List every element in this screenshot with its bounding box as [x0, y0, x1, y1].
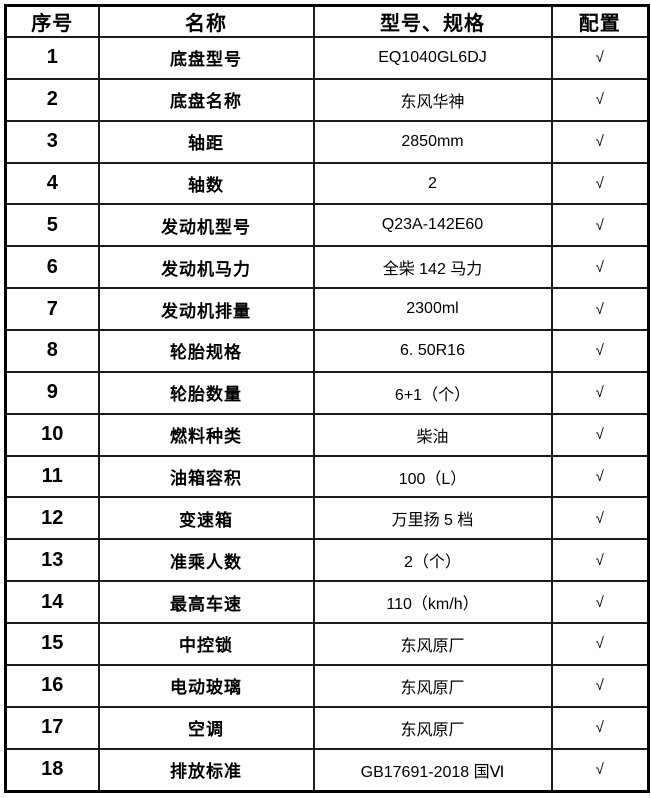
row-number: 14 — [4, 580, 100, 625]
item-name: 燃料种类 — [97, 412, 315, 457]
item-name: 底盘型号 — [97, 36, 315, 80]
row-number: 11 — [4, 454, 100, 499]
item-spec: EQ1040GL6DJ — [312, 36, 553, 80]
item-spec: 2 — [312, 161, 553, 206]
checkmark-icon: √ — [550, 161, 650, 206]
col-header-index: 序号 — [4, 4, 100, 38]
item-name: 准乘人数 — [97, 538, 315, 583]
item-name: 发动机排量 — [97, 287, 315, 332]
checkmark-icon: √ — [550, 77, 650, 122]
item-name: 电动玻璃 — [97, 663, 315, 708]
item-spec: 6+1（个） — [312, 370, 553, 415]
row-number: 4 — [4, 161, 100, 206]
col-header-spec: 型号、规格 — [312, 4, 553, 38]
checkmark-icon: √ — [550, 663, 650, 708]
checkmark-icon: √ — [550, 203, 650, 248]
item-spec: GB17691-2018 国Ⅵ — [312, 747, 553, 793]
checkmark-icon: √ — [550, 454, 650, 499]
checkmark-icon: √ — [550, 119, 650, 164]
col-header-name: 名称 — [97, 4, 315, 38]
item-name: 轴数 — [97, 161, 315, 206]
vehicle-spec-table: 序号 名称 型号、规格 配置 1 底盘型号 EQ1040GL6DJ √ 2 底盘… — [4, 4, 650, 793]
item-name: 轴距 — [97, 119, 315, 164]
item-spec: 6. 50R16 — [312, 329, 553, 373]
item-spec: 东风原厂 — [312, 622, 553, 666]
checkmark-icon: √ — [550, 287, 650, 332]
item-spec: 东风原厂 — [312, 705, 553, 750]
item-name: 底盘名称 — [97, 77, 315, 122]
row-number: 13 — [4, 538, 100, 583]
row-number: 12 — [4, 496, 100, 541]
item-spec: 2（个） — [312, 538, 553, 583]
item-name: 中控锁 — [97, 622, 315, 666]
row-number: 5 — [4, 203, 100, 248]
table-row: 17 空调 东风原厂 √ — [4, 705, 650, 750]
checkmark-icon: √ — [550, 538, 650, 583]
item-spec: 110（km/h） — [312, 580, 553, 625]
item-spec: 东风华神 — [312, 77, 553, 122]
item-spec: 东风原厂 — [312, 663, 553, 708]
col-header-config: 配置 — [550, 4, 650, 38]
row-number: 9 — [4, 370, 100, 415]
row-number: 6 — [4, 245, 100, 290]
row-number: 3 — [4, 119, 100, 164]
row-number: 15 — [4, 622, 100, 666]
table-row: 14 最高车速 110（km/h） √ — [4, 580, 650, 625]
checkmark-icon: √ — [550, 747, 650, 793]
row-number: 18 — [4, 747, 100, 793]
table-row: 2 底盘名称 东风华神 √ — [4, 77, 650, 122]
table-row: 18 排放标准 GB17691-2018 国Ⅵ √ — [4, 747, 650, 793]
item-name: 轮胎数量 — [97, 370, 315, 415]
table-row: 15 中控锁 东风原厂 √ — [4, 622, 650, 666]
table-row: 5 发动机型号 Q23A-142E60 √ — [4, 203, 650, 248]
item-name: 油箱容积 — [97, 454, 315, 499]
table-row: 10 燃料种类 柴油 √ — [4, 412, 650, 457]
item-name: 轮胎规格 — [97, 329, 315, 373]
table-row: 1 底盘型号 EQ1040GL6DJ √ — [4, 36, 650, 80]
checkmark-icon: √ — [550, 329, 650, 373]
table-row: 16 电动玻璃 东风原厂 √ — [4, 663, 650, 708]
table-row: 13 准乘人数 2（个） √ — [4, 538, 650, 583]
item-spec: Q23A-142E60 — [312, 203, 553, 248]
checkmark-icon: √ — [550, 705, 650, 750]
checkmark-icon: √ — [550, 496, 650, 541]
table-row: 6 发动机马力 全柴 142 马力 √ — [4, 245, 650, 290]
item-name: 发动机型号 — [97, 203, 315, 248]
row-number: 10 — [4, 412, 100, 457]
table-row: 11 油箱容积 100（L） √ — [4, 454, 650, 499]
item-name: 空调 — [97, 705, 315, 750]
checkmark-icon: √ — [550, 245, 650, 290]
row-number: 2 — [4, 77, 100, 122]
table-row: 4 轴数 2 √ — [4, 161, 650, 206]
table-row: 3 轴距 2850mm √ — [4, 119, 650, 164]
table-row: 9 轮胎数量 6+1（个） √ — [4, 370, 650, 415]
row-number: 16 — [4, 663, 100, 708]
row-number: 1 — [4, 36, 100, 80]
row-number: 7 — [4, 287, 100, 332]
item-spec: 2850mm — [312, 119, 553, 164]
checkmark-icon: √ — [550, 370, 650, 415]
item-spec: 2300ml — [312, 287, 553, 332]
item-name: 发动机马力 — [97, 245, 315, 290]
checkmark-icon: √ — [550, 412, 650, 457]
row-number: 17 — [4, 705, 100, 750]
row-number: 8 — [4, 329, 100, 373]
item-spec: 柴油 — [312, 412, 553, 457]
item-spec: 100（L） — [312, 454, 553, 499]
table-row: 12 变速箱 万里扬 5 档 √ — [4, 496, 650, 541]
item-name: 变速箱 — [97, 496, 315, 541]
table-row: 7 发动机排量 2300ml √ — [4, 287, 650, 332]
checkmark-icon: √ — [550, 622, 650, 666]
header-row: 序号 名称 型号、规格 配置 — [4, 4, 650, 38]
item-spec: 全柴 142 马力 — [312, 245, 553, 290]
table-body: 1 底盘型号 EQ1040GL6DJ √ 2 底盘名称 东风华神 √ 3 轴距 … — [4, 36, 650, 793]
table-row: 8 轮胎规格 6. 50R16 √ — [4, 329, 650, 373]
item-spec: 万里扬 5 档 — [312, 496, 553, 541]
table-header: 序号 名称 型号、规格 配置 — [4, 4, 650, 38]
item-name: 排放标准 — [97, 747, 315, 793]
checkmark-icon: √ — [550, 580, 650, 625]
checkmark-icon: √ — [550, 36, 650, 80]
item-name: 最高车速 — [97, 580, 315, 625]
